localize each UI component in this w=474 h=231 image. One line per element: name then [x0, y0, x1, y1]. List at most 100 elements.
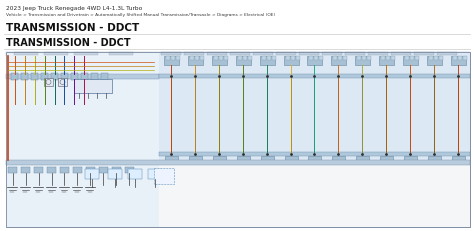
Bar — [171, 57, 175, 61]
Text: TRANSMISSION - DDCT: TRANSMISSION - DDCT — [6, 38, 131, 48]
Bar — [109, 53, 133, 56]
Bar — [356, 57, 370, 66]
Bar — [34, 167, 43, 173]
Bar — [248, 57, 252, 61]
Bar — [195, 57, 199, 61]
Bar — [238, 57, 242, 61]
Bar — [212, 57, 227, 66]
Bar — [188, 57, 203, 66]
Bar — [345, 53, 365, 56]
Bar — [237, 156, 250, 163]
Bar — [154, 168, 174, 184]
Bar — [362, 57, 366, 61]
Bar — [404, 156, 417, 163]
Bar — [58, 79, 67, 87]
Bar — [236, 57, 251, 66]
Bar — [356, 156, 369, 163]
Bar — [260, 57, 274, 66]
Bar — [112, 167, 121, 173]
Bar — [283, 57, 299, 66]
Bar — [51, 74, 58, 81]
Bar — [368, 53, 388, 56]
Bar — [6, 53, 159, 227]
Bar — [296, 57, 300, 61]
Bar — [85, 169, 99, 179]
Bar — [71, 74, 78, 81]
Bar — [81, 74, 88, 81]
Bar — [367, 57, 371, 61]
Bar — [285, 57, 290, 61]
Bar — [344, 57, 347, 61]
Bar — [189, 156, 202, 163]
Bar — [243, 57, 247, 61]
Bar — [165, 156, 178, 163]
Bar — [380, 156, 393, 163]
Bar — [74, 53, 98, 56]
Bar — [428, 156, 441, 163]
Bar — [439, 57, 443, 61]
Bar — [21, 74, 28, 81]
Bar — [403, 57, 418, 66]
Bar — [214, 57, 218, 61]
Bar — [309, 156, 321, 163]
Bar — [74, 80, 112, 94]
Bar — [176, 57, 180, 61]
Bar — [379, 57, 394, 66]
Bar — [315, 57, 319, 61]
Bar — [128, 169, 142, 179]
Bar — [410, 57, 414, 61]
Bar — [108, 169, 122, 179]
Bar — [381, 57, 385, 61]
Bar — [6, 75, 159, 80]
Bar — [47, 167, 56, 173]
Bar — [200, 57, 204, 61]
Bar — [148, 169, 162, 179]
Bar — [224, 57, 228, 61]
Bar — [284, 156, 298, 163]
Bar — [429, 57, 433, 61]
Bar — [86, 167, 95, 173]
Bar — [405, 57, 409, 61]
Bar — [299, 53, 319, 56]
Bar — [434, 57, 438, 61]
Bar — [463, 57, 467, 61]
Bar — [61, 74, 68, 81]
Bar — [310, 57, 313, 61]
Bar — [452, 156, 465, 163]
Bar — [190, 57, 194, 61]
Bar — [386, 57, 390, 61]
Bar — [331, 57, 346, 66]
Bar — [267, 57, 271, 61]
Bar — [11, 74, 18, 81]
Bar — [101, 74, 108, 81]
Bar — [357, 57, 361, 61]
Bar — [338, 57, 342, 61]
Bar — [6, 53, 470, 57]
Bar — [415, 57, 419, 61]
Bar — [322, 53, 342, 56]
Bar — [213, 156, 226, 163]
Bar — [262, 57, 265, 61]
Bar — [91, 74, 98, 81]
Bar — [253, 53, 273, 56]
Bar — [183, 53, 203, 56]
Bar — [166, 57, 170, 61]
Text: Vehicle > Transmission and Drivetrain > Automatically Shifted Manual Transmissio: Vehicle > Transmission and Drivetrain > … — [6, 13, 275, 17]
Bar — [427, 57, 442, 66]
Bar — [31, 74, 38, 81]
Bar — [44, 79, 53, 87]
Bar — [391, 57, 395, 61]
Bar — [6, 53, 470, 227]
Bar — [391, 53, 411, 56]
Bar — [333, 57, 337, 61]
Bar — [414, 53, 434, 56]
Bar — [261, 156, 273, 163]
Bar — [451, 57, 466, 66]
Bar — [60, 167, 69, 173]
Bar — [14, 53, 38, 56]
Bar — [159, 53, 470, 160]
Bar — [161, 53, 181, 56]
Bar — [453, 57, 457, 61]
Bar — [44, 53, 68, 56]
Bar — [319, 57, 323, 61]
